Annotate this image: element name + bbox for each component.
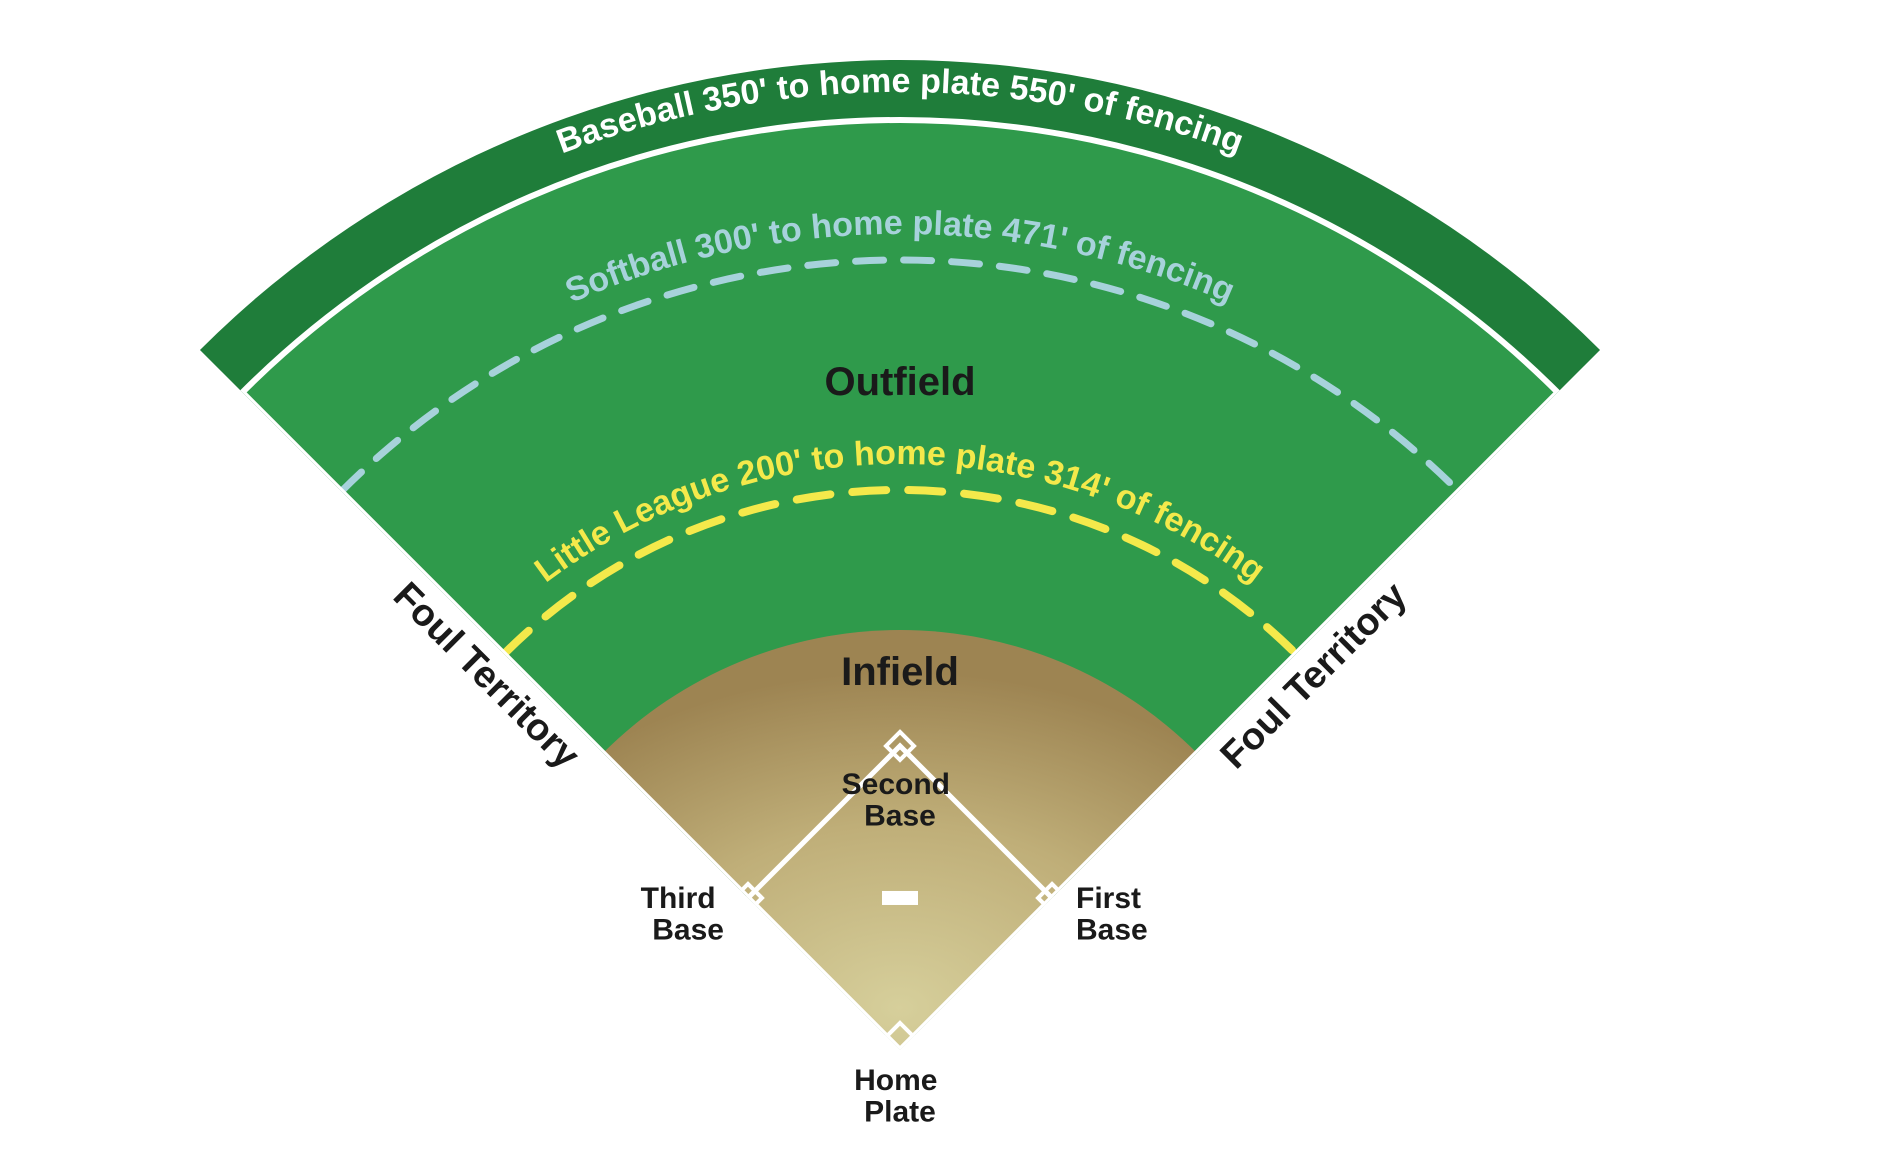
home-plate-label: Home Plate bbox=[854, 1064, 946, 1129]
third-base-label: Third Base bbox=[641, 882, 724, 947]
outfield-label: Outfield bbox=[824, 360, 975, 404]
first-base-label: First Base bbox=[1076, 882, 1149, 947]
field-svg: Baseball 350' to home plate 550' of fenc… bbox=[0, 0, 1902, 1157]
infield-label: Infield bbox=[841, 650, 959, 694]
pitchers-plate-icon bbox=[882, 891, 918, 905]
baseball-field-diagram: Baseball 350' to home plate 550' of fenc… bbox=[0, 0, 1902, 1157]
